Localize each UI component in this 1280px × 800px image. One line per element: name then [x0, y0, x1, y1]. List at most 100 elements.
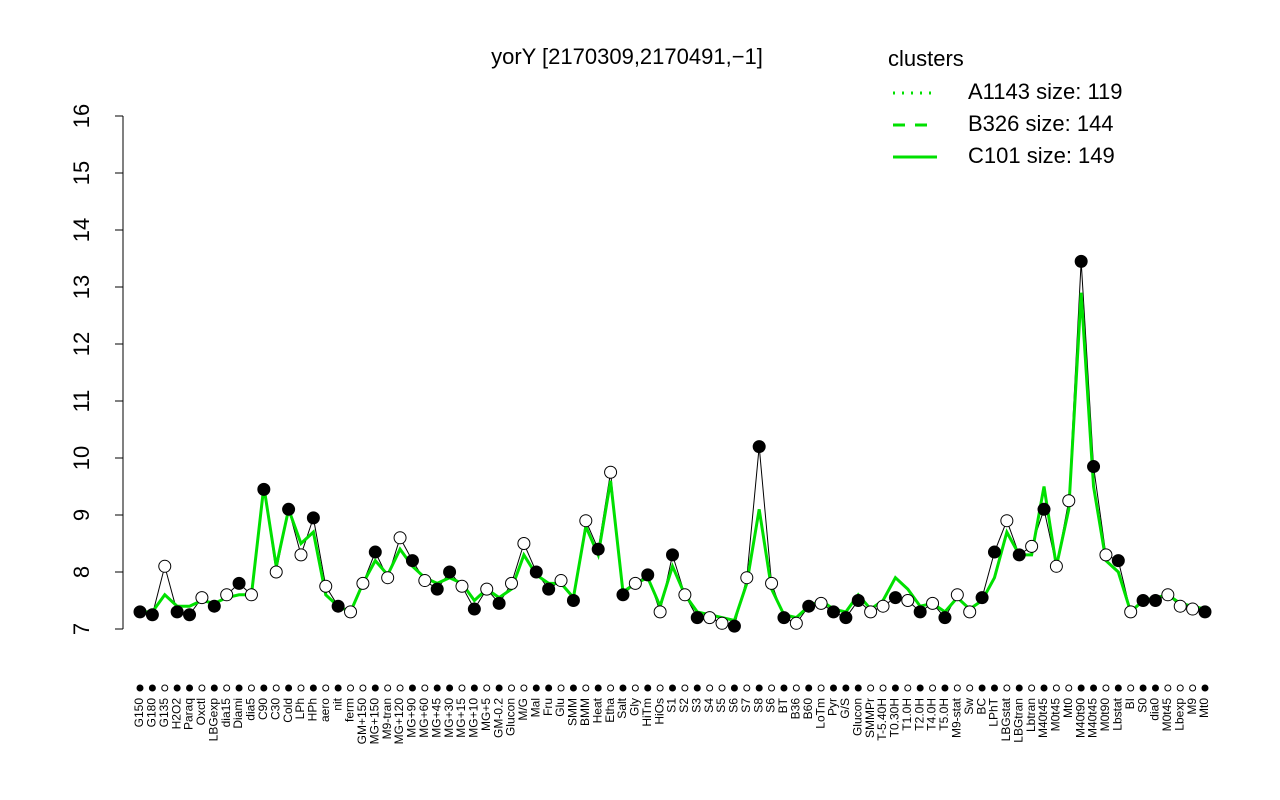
data-point: [963, 605, 977, 619]
data-point: [244, 588, 258, 602]
x-indicator: [458, 684, 466, 692]
x-indicator: [891, 684, 899, 692]
x-tick-label: LBGtran: [1011, 698, 1025, 743]
x-indicator: [396, 684, 404, 692]
x-indicator: [780, 684, 788, 692]
x-indicator: [272, 684, 280, 692]
data-point: [579, 514, 593, 528]
x-tick-label: MG+45: [429, 698, 443, 738]
x-tick-label: MG+150: [367, 698, 381, 745]
x-indicator: [161, 684, 169, 692]
x-indicator: [297, 684, 305, 692]
x-tick-label: M40t45: [1086, 698, 1100, 738]
data-point: [430, 582, 444, 596]
x-tick-label: MG+90: [405, 698, 419, 738]
x-tick-label: Lbstat: [1110, 697, 1124, 730]
x-indicator: [867, 684, 875, 692]
x-indicator: [916, 684, 924, 692]
x-indicator: [644, 684, 652, 692]
x-indicator: [681, 684, 689, 692]
x-indicator: [582, 684, 590, 692]
data-point: [641, 568, 655, 582]
x-tick-label: G/S: [838, 698, 852, 719]
x-indicator: [755, 684, 763, 692]
y-tick-label: 11: [69, 390, 94, 413]
x-indicator: [186, 684, 194, 692]
data-point: [950, 588, 964, 602]
data-point: [554, 574, 568, 588]
x-indicator: [594, 684, 602, 692]
x-indicator: [693, 684, 701, 692]
data-point: [678, 588, 692, 602]
data-point: [926, 596, 940, 610]
data-point: [542, 582, 556, 596]
x-tick-label: Fru: [541, 698, 555, 716]
data-point: [529, 565, 543, 579]
data-point: [864, 605, 878, 619]
data-point: [666, 548, 679, 562]
x-tick-label: B36: [789, 698, 803, 720]
x-tick-label: GM+150: [355, 698, 369, 745]
x-tick-label: S3: [689, 698, 703, 713]
data-line: [139, 261, 1206, 627]
x-indicator: [1151, 684, 1159, 692]
x-tick-label: MG+15: [454, 698, 468, 738]
x-indicator: [384, 684, 392, 692]
x-tick-label: Glu: [553, 698, 567, 717]
x-tick-label: MG+120: [392, 698, 406, 745]
x-indicator: [966, 684, 974, 692]
x-tick-label: M40t45: [1036, 698, 1050, 738]
y-tick-label: 13: [69, 275, 94, 299]
x-tick-label: C30: [268, 698, 282, 720]
y-tick-label: 7: [69, 623, 94, 635]
y-tick-label: 14: [69, 218, 94, 242]
x-indicator: [408, 684, 416, 692]
x-tick-label: BT: [776, 697, 790, 713]
x-tick-label: S2: [677, 698, 691, 713]
x-indicator: [421, 684, 429, 692]
x-indicator: [1139, 684, 1147, 692]
x-tick-label: Oxctl: [194, 698, 208, 725]
data-point: [777, 611, 791, 625]
x-tick-label: S1: [665, 698, 679, 713]
data-point: [987, 545, 1001, 559]
x-indicator: [879, 684, 887, 692]
data-point: [368, 545, 382, 559]
x-tick-label: MG+30: [442, 698, 456, 738]
x-indicator: [929, 684, 937, 692]
data-point: [839, 611, 853, 625]
data-point: [1161, 588, 1175, 602]
data-point: [1099, 548, 1113, 562]
x-tick-label: Gly: [628, 698, 642, 716]
x-tick-label: H2O2: [169, 698, 183, 730]
x-tick-label: Etha: [603, 698, 617, 723]
x-indicator: [1127, 684, 1135, 692]
y-tick-label: 15: [69, 161, 94, 185]
x-tick-label: ferm: [343, 698, 357, 722]
x-tick-label: Glucon: [850, 698, 864, 736]
x-tick-label: BMM: [578, 698, 592, 726]
x-tick-label: G180: [145, 698, 159, 728]
data-point: [158, 559, 172, 573]
x-indicator: [1090, 684, 1098, 692]
x-indicator: [198, 684, 206, 692]
x-indicator: [173, 684, 181, 692]
chart-title: yorY [2170309,2170491,−1]: [491, 44, 763, 69]
data-point: [207, 599, 221, 613]
data-point: [269, 565, 283, 579]
data-point: [480, 582, 494, 596]
data-point: [1198, 605, 1212, 619]
cluster-line: [140, 292, 1206, 623]
x-indicator: [359, 684, 367, 692]
x-indicator: [532, 684, 540, 692]
x-tick-label: Mt0: [1197, 698, 1211, 718]
data-point: [566, 594, 580, 607]
data-point: [282, 502, 296, 516]
legend-title: clusters: [888, 46, 964, 71]
x-tick-label: T2.0H: [912, 698, 926, 731]
data-point: [195, 591, 209, 605]
x-tick-label: Sw: [962, 698, 976, 715]
data-point: [1062, 494, 1076, 508]
x-indicator: [1015, 684, 1023, 692]
